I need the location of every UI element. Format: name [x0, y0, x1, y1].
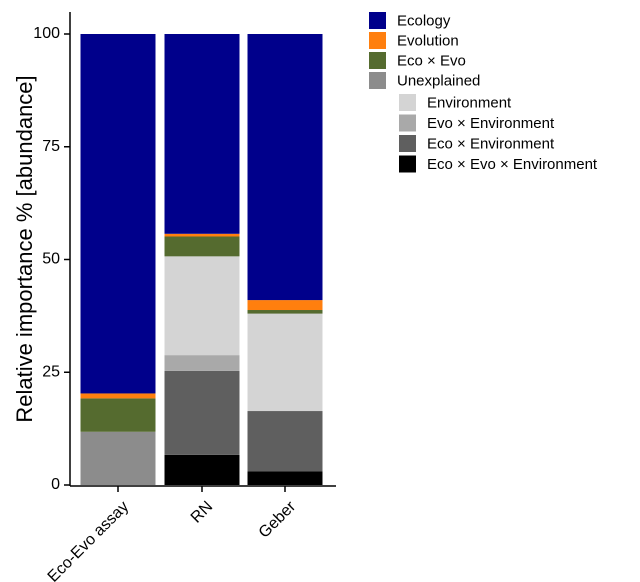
y-axis-title: Relative importance % [abundance]	[12, 75, 37, 422]
legend-label: Eco × Environment	[427, 135, 555, 152]
x-tick-label: Geber	[256, 498, 300, 542]
y-tick-label: 100	[33, 25, 60, 42]
legend-label: Eco × Evo	[397, 52, 466, 69]
bar-segment-ecology	[164, 34, 240, 234]
axes-group	[69, 12, 336, 487]
bar-segment-eco-environment	[164, 370, 240, 455]
y-ticks-group: 0 25 50 75 100	[33, 25, 70, 493]
y-tick-label: 0	[51, 476, 60, 493]
legend-label: Environment	[427, 94, 512, 111]
legend-swatch	[369, 72, 386, 89]
bar-segment-environment	[247, 313, 323, 412]
bar-segment-eco-evo	[164, 236, 240, 257]
bar-segment-eco-evo-environment	[247, 471, 323, 485]
bar-segment-eco-evo-environment	[164, 454, 240, 485]
x-ticks-group: Eco-Evo assay RN Geber	[45, 486, 300, 582]
legend-label: Unexplained	[397, 72, 480, 89]
legend-label: Eco × Evo × Environment	[427, 156, 598, 173]
legend-swatch	[399, 94, 416, 111]
y-tick-label: 50	[42, 251, 60, 268]
bar-segment-ecology	[247, 34, 323, 301]
legend-label: Evo × Environment	[427, 115, 555, 132]
y-tick-label: 75	[42, 138, 60, 155]
legend: Ecology Evolution Eco × Evo Unexplained Envi…	[369, 12, 598, 173]
x-tick-label: RN	[188, 498, 216, 526]
legend-swatch	[399, 135, 416, 152]
bar-segment-evolution	[80, 393, 156, 399]
legend-swatch	[369, 52, 386, 69]
bar-segment-evo-environment	[164, 355, 240, 371]
legend-swatch	[399, 155, 416, 173]
legend-label: Ecology	[397, 12, 451, 29]
legend-swatch	[399, 114, 416, 132]
legend-label: Evolution	[397, 32, 459, 49]
y-tick-label: 25	[42, 363, 60, 380]
legend-swatch	[369, 12, 386, 29]
bar-segment-eco-evo	[80, 398, 156, 432]
bar-segment-ecology	[80, 34, 156, 394]
bars-group	[80, 34, 323, 485]
bar-segment-eco-environment	[247, 411, 323, 472]
bar-segment-evolution	[247, 300, 323, 311]
bar-segment-eco-evo	[247, 310, 323, 314]
bar-segment-unexplained	[80, 431, 156, 485]
legend-swatch	[369, 32, 386, 49]
bar-segment-evolution	[164, 233, 240, 237]
x-tick-label: Eco-Evo assay	[45, 498, 132, 582]
bar-segment-environment	[164, 256, 240, 356]
